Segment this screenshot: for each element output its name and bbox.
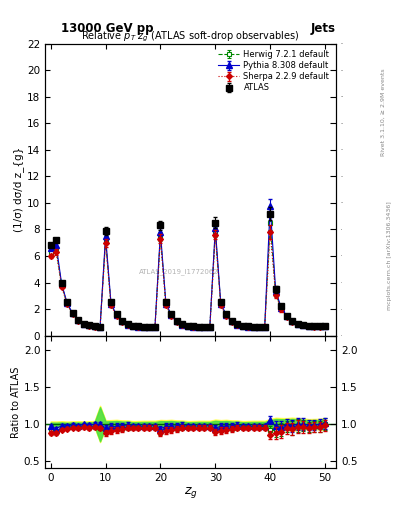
Title: Relative $p_{T}$ $z_{g}$ (ATLAS soft-drop observables): Relative $p_{T}$ $z_{g}$ (ATLAS soft-dro…	[81, 29, 300, 44]
Y-axis label: Ratio to ATLAS: Ratio to ATLAS	[11, 367, 21, 438]
Y-axis label: (1/σ) dσ/d z_{g}: (1/σ) dσ/d z_{g}	[13, 147, 24, 232]
Text: ATLAS_2019_I1772062: ATLAS_2019_I1772062	[139, 268, 219, 275]
Text: mcplots.cern.ch [arXiv:1306.3436]: mcplots.cern.ch [arXiv:1306.3436]	[387, 202, 391, 310]
X-axis label: $z_{g}$: $z_{g}$	[184, 485, 198, 500]
Text: 13000 GeV pp: 13000 GeV pp	[61, 22, 153, 34]
Legend: Herwig 7.2.1 default, Pythia 8.308 default, Sherpa 2.2.9 default, ATLAS: Herwig 7.2.1 default, Pythia 8.308 defau…	[216, 48, 332, 95]
Text: Rivet 3.1.10, ≥ 2.9M events: Rivet 3.1.10, ≥ 2.9M events	[381, 69, 386, 157]
Text: Jets: Jets	[311, 22, 336, 34]
